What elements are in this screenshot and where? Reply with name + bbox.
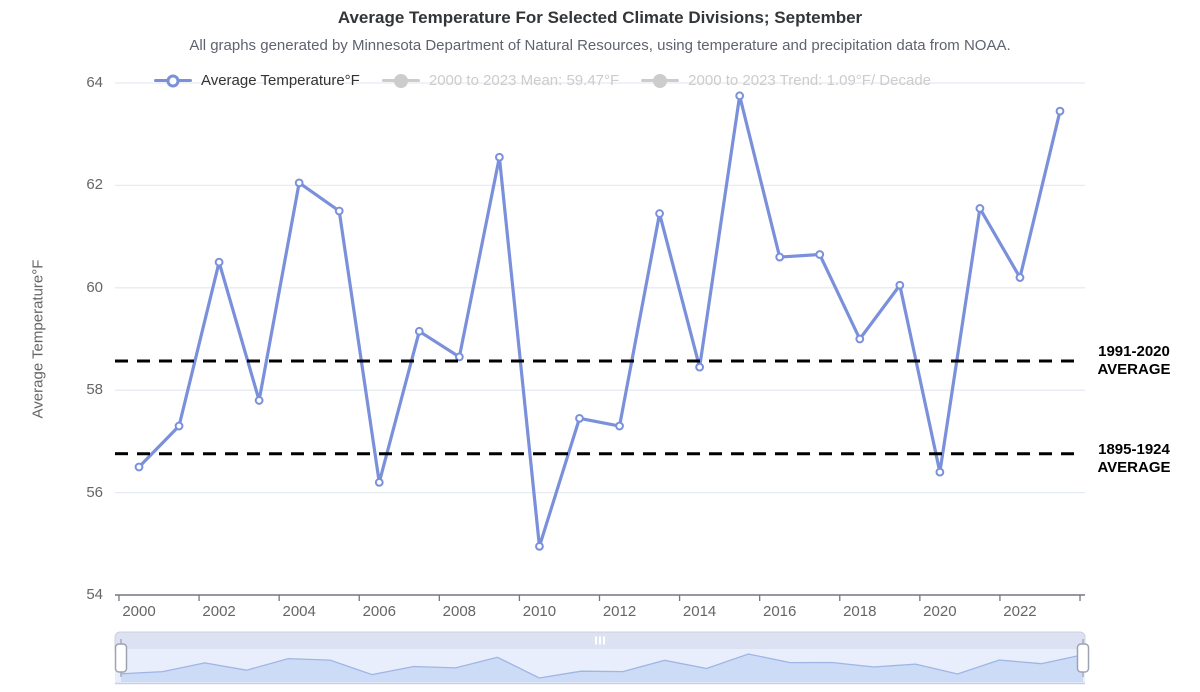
- series-point-marker[interactable]: [575, 413, 584, 423]
- x-tick-label: 2006: [362, 603, 396, 620]
- series-point-marker[interactable]: [214, 257, 224, 267]
- series-point-marker[interactable]: [615, 421, 624, 431]
- y-tick-label: 56: [86, 483, 103, 501]
- x-tick-label: 2010: [522, 603, 557, 620]
- y-tick-label: 64: [86, 74, 103, 91]
- series-point-marker[interactable]: [975, 204, 985, 213]
- series-point-marker[interactable]: [695, 362, 705, 372]
- x-tick-label: 2016: [763, 603, 797, 620]
- temperature-series[interactable]: [134, 91, 1065, 551]
- legend-item-trend[interactable]: 2000 to 2023 Trend: 1.09°F/ Decade: [641, 72, 931, 89]
- navigator-area-line: [120, 653, 1084, 679]
- chart-title: Average Temperature For Selected Climate…: [337, 8, 863, 27]
- x-tick-label: 2020: [923, 603, 957, 620]
- series-line[interactable]: [137, 94, 1062, 548]
- series-point-marker[interactable]: [855, 334, 865, 344]
- series-point-marker[interactable]: [454, 352, 464, 362]
- x-tick-label: 2008: [442, 603, 477, 620]
- legend-label: 2000 to 2023 Mean: 59.47°F: [428, 72, 620, 89]
- series-point-marker[interactable]: [374, 477, 384, 487]
- series-point-marker[interactable]: [535, 541, 544, 551]
- series-point-marker[interactable]: [174, 421, 184, 431]
- line-filled-circle-icon: [381, 73, 420, 88]
- series-point-marker[interactable]: [655, 209, 664, 218]
- average-reference-lines: [115, 359, 1083, 456]
- annotation-1991-2020-average: 1991-2020 AVERAGE: [1097, 343, 1171, 379]
- y-tick-label: 62: [86, 176, 103, 194]
- navigator-grip-icon[interactable]: [595, 636, 597, 645]
- x-tick-label: 2004: [282, 603, 316, 620]
- series-point-marker[interactable]: [1055, 106, 1065, 116]
- gridlines: [115, 82, 1085, 494]
- x-axis: [115, 594, 1085, 601]
- x-tick-label: 2000: [122, 603, 156, 620]
- series-point-marker[interactable]: [334, 206, 344, 216]
- x-tick-label: 2002: [202, 603, 236, 620]
- x-tick-label: 2012: [602, 603, 637, 620]
- navigator-right-handle[interactable]: [1076, 643, 1090, 673]
- legend-item-mean[interactable]: 2000 to 2023 Mean: 59.47°F: [381, 72, 620, 89]
- x-tick-label: 2014: [682, 603, 717, 620]
- series-point-marker[interactable]: [815, 250, 825, 259]
- legend: Average Temperature°F 2000 to 2023 Mean:…: [0, 72, 1085, 89]
- series-point-marker[interactable]: [494, 152, 504, 162]
- x-tick-label: 2022: [1003, 603, 1037, 620]
- y-tick-label: 58: [86, 381, 103, 399]
- series-point-marker[interactable]: [935, 467, 945, 477]
- series-point-marker[interactable]: [254, 396, 264, 405]
- y-tick-label: 54: [86, 586, 103, 603]
- navigator-grip-icon[interactable]: [599, 636, 601, 645]
- legend-label: 2000 to 2023 Trend: 1.09°F/ Decade: [688, 72, 932, 89]
- x-tick-label: 2018: [843, 603, 877, 620]
- range-navigator[interactable]: [114, 631, 1090, 685]
- series-point-marker[interactable]: [414, 326, 424, 336]
- line-open-circle-icon: [153, 74, 192, 87]
- navigator-left-handle[interactable]: [114, 643, 128, 673]
- navigator-grip-icon[interactable]: [603, 636, 605, 645]
- legend-label: Average Temperature°F: [200, 72, 360, 89]
- annotation-1895-1924-average: 1895-1924 AVERAGE: [1097, 440, 1171, 476]
- y-axis-title: Average Temperature°F: [29, 259, 47, 419]
- navigator-area-fill: [121, 654, 1083, 682]
- series-point-marker[interactable]: [294, 178, 304, 188]
- chart-subtitle: All graphs generated by Minnesota Depart…: [189, 37, 1011, 54]
- series-point-marker[interactable]: [735, 91, 745, 101]
- series-point-marker[interactable]: [895, 280, 905, 290]
- series-point-marker[interactable]: [134, 462, 144, 472]
- series-point-marker[interactable]: [1015, 273, 1025, 282]
- legend-item-average-temperature[interactable]: Average Temperature°F: [153, 72, 360, 89]
- series-point-marker[interactable]: [775, 252, 785, 262]
- line-filled-circle-icon: [641, 73, 680, 88]
- y-tick-label: 60: [86, 278, 103, 296]
